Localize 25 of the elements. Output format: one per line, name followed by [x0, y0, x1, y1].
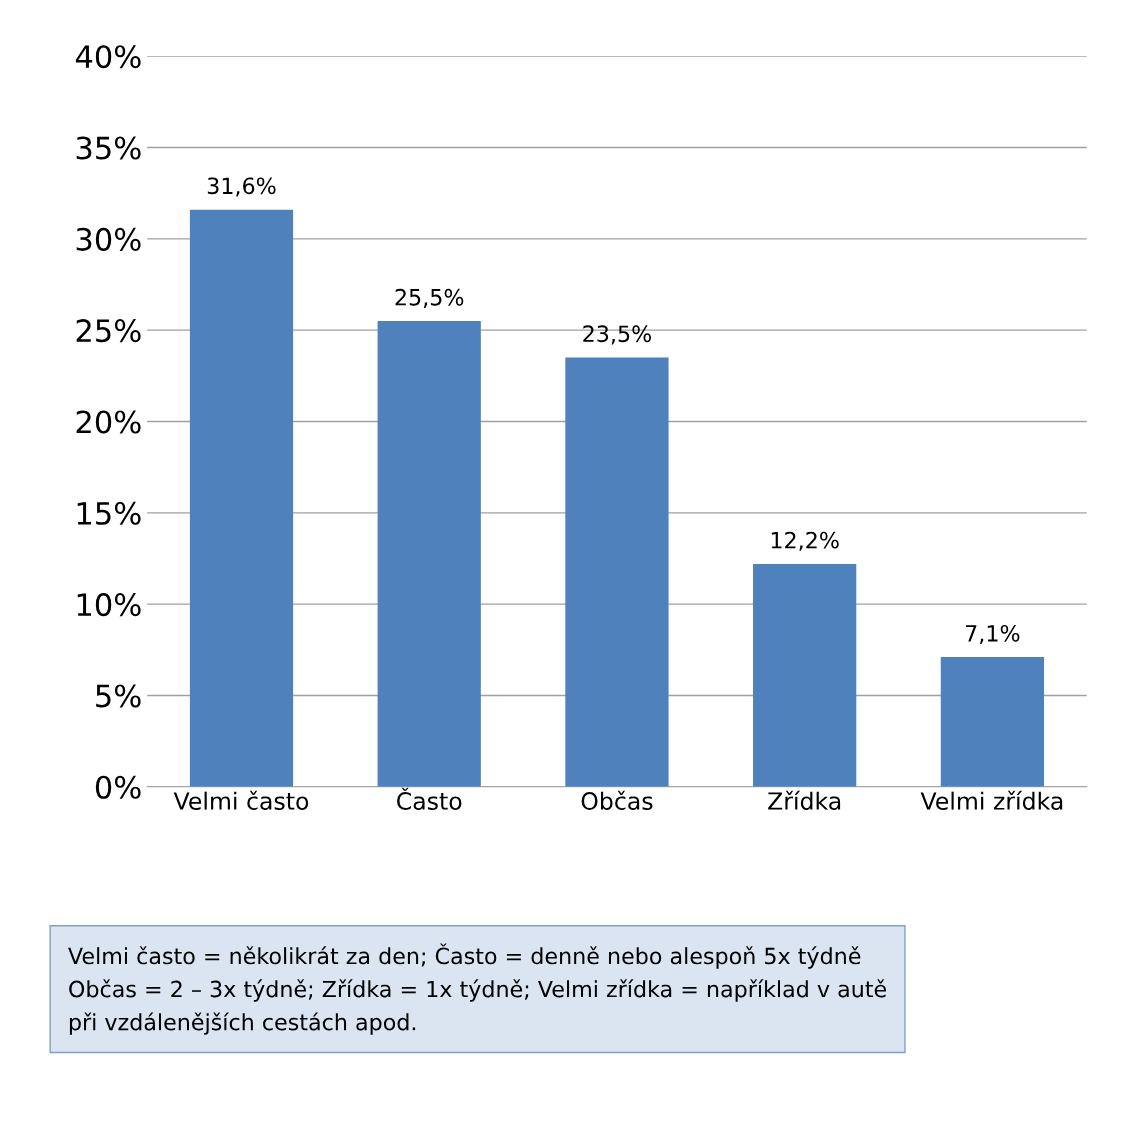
y-tick-label: 0% — [95, 775, 141, 799]
data-label: 7,1% — [965, 624, 1020, 644]
data-label: 31,6% — [207, 177, 276, 197]
x-tick-label: Velmi zřídka — [920, 790, 1063, 810]
y-tick-label: 5% — [96, 684, 141, 708]
bar — [189, 209, 294, 787]
text: Velmi často = několikrát za den; Často = denně nebo alespoň 5x týdně Občas = 2 – 3x týdně; Zřídka = 1x týdně; Velmi zřídka = například v autě při vzdálenějších cestách apod. — [68, 943, 886, 1035]
y-tick-label: 20% — [76, 410, 141, 434]
y-tick-label: 10% — [77, 593, 141, 617]
y-tick-label: 40% — [75, 45, 141, 69]
data-label: 23,5% — [583, 325, 652, 345]
bar — [940, 657, 1045, 787]
y-tick-label: 30% — [76, 227, 141, 251]
x-tick-label: Často — [397, 787, 462, 810]
bar — [565, 357, 669, 787]
y-tick-label: 25% — [76, 319, 141, 343]
data-label: 12,2% — [771, 531, 839, 551]
y-tick-label: 15% — [77, 501, 141, 525]
data-label: 25,5% — [395, 288, 464, 308]
y-tick-label: 35% — [76, 136, 141, 160]
bar — [753, 563, 857, 787]
x-tick-label: Zřídka — [768, 790, 841, 810]
x-tick-label: Velmi často — [173, 790, 309, 810]
bar — [377, 321, 481, 787]
x-tick-label: Občas — [581, 790, 653, 810]
